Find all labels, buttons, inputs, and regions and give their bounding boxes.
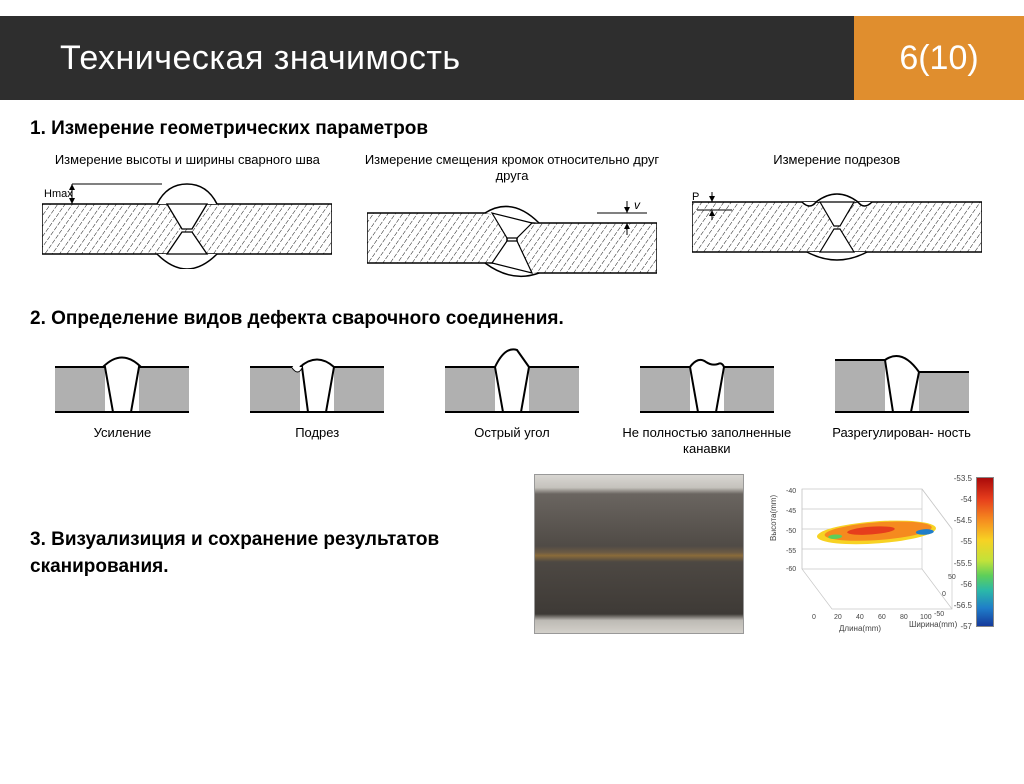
scan-3d-plot: Высота(mm) Длина(mm) Ширина(mm) -40 -45 -5… [764,471,994,636]
sec1-item-3: Измерение подрезов P [679,152,994,286]
content: 1. Измерение геометрических параметров И… [0,100,1024,636]
section1-row: Измерение высоты и ширины сварного шва H… [30,152,994,286]
defect-label-2: Подрез [225,425,410,441]
slide-title: Техническая значимость [0,16,854,100]
svg-text:100: 100 [920,614,932,621]
sec1-caption-1: Измерение высоты и ширины сварного шва [30,152,345,168]
defect-reinforcement-icon [47,342,197,417]
svg-text:0: 0 [812,614,816,621]
colorbar-labels: -53.5-54-54.5-55-55.5-56-56.5-57 [954,475,972,631]
svg-text:80: 80 [900,614,908,621]
svg-text:-50: -50 [934,611,944,618]
weld-diagram-offset: v [367,191,657,286]
svg-text:0: 0 [942,591,946,598]
label-v: v [634,198,641,212]
defect-5: Разрегулирован- ность [809,342,994,458]
label-hmax: Hmax [44,188,73,200]
sec1-item-2: Измерение смещения кромок относительно д… [355,152,670,286]
page-indicator: 6(10) [854,16,1024,100]
svg-text:20: 20 [834,614,842,621]
colorbar [976,477,994,627]
section2-title: 2. Определение видов дефекта сварочного … [30,308,994,330]
weld-diagram-undercut: P [692,174,982,269]
section3-row: 3. Визуализиция и сохранение результатов… [30,471,994,636]
svg-text:-50: -50 [786,528,796,535]
defect-label-4: Не полностью заполненные канавки [614,425,799,458]
weld-sample-photo [534,474,744,634]
defect-label-3: Острый угол [420,425,605,441]
sec1-caption-3: Измерение подрезов [679,152,994,168]
defect-label-5: Разрегулирован- ность [809,425,994,441]
ylabel: Ширина(mm) [909,620,958,629]
svg-text:60: 60 [878,614,886,621]
defect-undercut-icon [242,342,392,417]
weld-diagram-height-width: Hmax [42,174,332,269]
label-p: P [692,191,699,203]
defect-underfill-icon [632,342,782,417]
defect-4: Не полностью заполненные канавки [614,342,799,458]
defect-1: Усиление [30,342,215,458]
section1-title: 1. Измерение геометрических параметров [30,118,994,140]
sec1-caption-2: Измерение смещения кромок относительно д… [355,152,670,185]
defect-sharp-angle-icon [437,342,587,417]
svg-text:-60: -60 [786,566,796,573]
defect-misalignment-icon [827,342,977,417]
sec1-item-1: Измерение высоты и ширины сварного шва H… [30,152,345,286]
header: Техническая значимость 6(10) [0,16,1024,100]
section3-title: 3. Визуализиция и сохранение результатов… [30,527,514,580]
section2-row: Усиление Подрез Острый угол [30,342,994,458]
svg-text:40: 40 [856,614,864,621]
defect-3: Острый угол [420,342,605,458]
zlabel: Высота(mm) [769,495,778,541]
xlabel: Длина(mm) [839,624,881,633]
defect-label-1: Усиление [30,425,215,441]
svg-text:-45: -45 [786,508,796,515]
svg-text:-55: -55 [786,548,796,555]
svg-text:-40: -40 [786,488,796,495]
defect-2: Подрез [225,342,410,458]
